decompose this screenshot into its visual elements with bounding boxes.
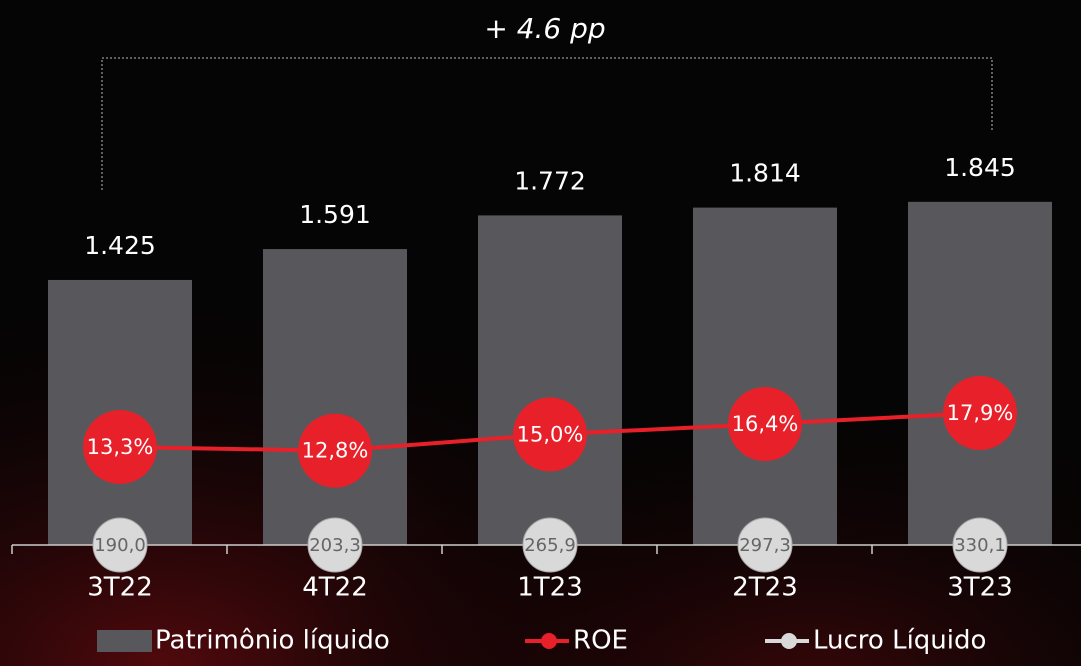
roe-value-label: 12,8%: [302, 439, 369, 463]
lucro-marker: [737, 517, 793, 573]
lucro-value-label: 190,0: [94, 535, 146, 556]
x-tick-label: 3T22: [87, 573, 153, 603]
bar-value-label: 1.425: [84, 231, 156, 260]
roe-marker: [83, 410, 157, 484]
legend-label: Patrimônio líquido: [155, 626, 390, 656]
lucro-marker: [92, 517, 148, 573]
bar-value-label: 1.772: [514, 166, 586, 195]
lucro-marker: [307, 517, 363, 573]
roe-marker: [943, 375, 1017, 450]
legend-label: Lucro Líquido: [813, 626, 986, 656]
legend-dot: [541, 633, 557, 649]
bar-value-label: 1.845: [944, 153, 1016, 182]
roe-marker: [513, 397, 587, 472]
x-tick-label: 3T23: [947, 573, 1013, 603]
lucro-value-label: 203,3: [309, 535, 361, 556]
bar: [693, 207, 837, 545]
roe-marker: [298, 413, 372, 488]
bar: [478, 215, 622, 545]
roe-value-label: 13,3%: [87, 435, 154, 459]
x-tick-label: 4T22: [302, 573, 368, 603]
roe-value-label: 17,9%: [947, 401, 1014, 425]
roe-value-label: 15,0%: [517, 422, 584, 446]
roe-marker: [728, 387, 802, 462]
x-tick-label: 2T23: [732, 573, 798, 603]
legend-swatch: [97, 630, 152, 652]
legend-label: ROE: [573, 626, 628, 656]
x-tick-label: 1T23: [517, 573, 583, 603]
lucro-marker: [522, 517, 578, 573]
annotation: + 4.6 pp: [484, 12, 605, 45]
bar: [263, 249, 407, 545]
roe-value-label: 16,4%: [732, 412, 799, 436]
lucro-value-label: 330,1: [954, 535, 1006, 556]
bar-value-label: 1.814: [729, 159, 801, 188]
bracket: [101, 57, 993, 190]
lucro-marker: [952, 517, 1008, 573]
bar-value-label: 1.591: [299, 200, 371, 229]
lucro-value-label: 297,3: [739, 535, 791, 556]
bar: [908, 201, 1052, 545]
legend-dot: [781, 633, 797, 649]
lucro-value-label: 265,9: [524, 535, 576, 556]
